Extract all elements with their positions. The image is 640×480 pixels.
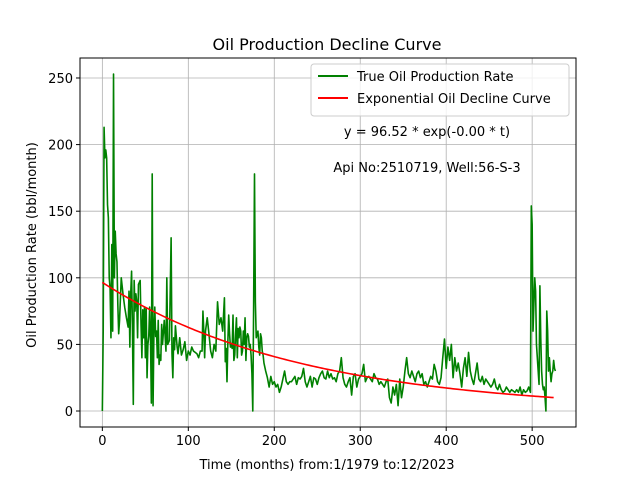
axis-ticks: 0 100 200 300 400 500 0 50 100 150 200 250 [48, 72, 544, 449]
equation-annotation: y = 96.52 * exp(-0.00 * t) [344, 125, 510, 140]
y-axis-label: Oil Production Rate (bbl/month) [25, 142, 40, 348]
chart-title: Oil Production Decline Curve [213, 35, 442, 54]
series-line-decline-curve [101, 281, 554, 399]
legend: True Oil Production Rate Exponential Oil… [310, 63, 570, 117]
plot-frame [79, 57, 577, 428]
y-tick-label: 200 [48, 139, 73, 154]
x-tick-label: 300 [348, 434, 373, 449]
x-axis-label: Time (months) from:1/1979 to:12/2023 [198, 458, 454, 473]
legend-label-decline-curve: Exponential Oil Decline Curve [357, 92, 551, 107]
x-tick-label: 200 [262, 434, 287, 449]
x-tick-label: 0 [98, 434, 106, 449]
x-tick-label: 100 [176, 434, 201, 449]
y-tick-label: 0 [65, 405, 73, 420]
series-layer [101, 73, 557, 412]
y-tick-label: 250 [48, 72, 73, 87]
x-tick-label: 500 [520, 434, 545, 449]
y-tick-label: 100 [48, 272, 73, 287]
y-tick-label: 150 [48, 205, 73, 220]
well-annotation: Api No:2510719, Well:56-S-3 [333, 161, 520, 176]
series-line-true-production [101, 73, 557, 412]
y-tick-label: 50 [56, 338, 73, 353]
legend-label-true-rate: True Oil Production Rate [356, 70, 513, 85]
legend-box [310, 63, 570, 117]
x-tick-label: 400 [434, 434, 459, 449]
